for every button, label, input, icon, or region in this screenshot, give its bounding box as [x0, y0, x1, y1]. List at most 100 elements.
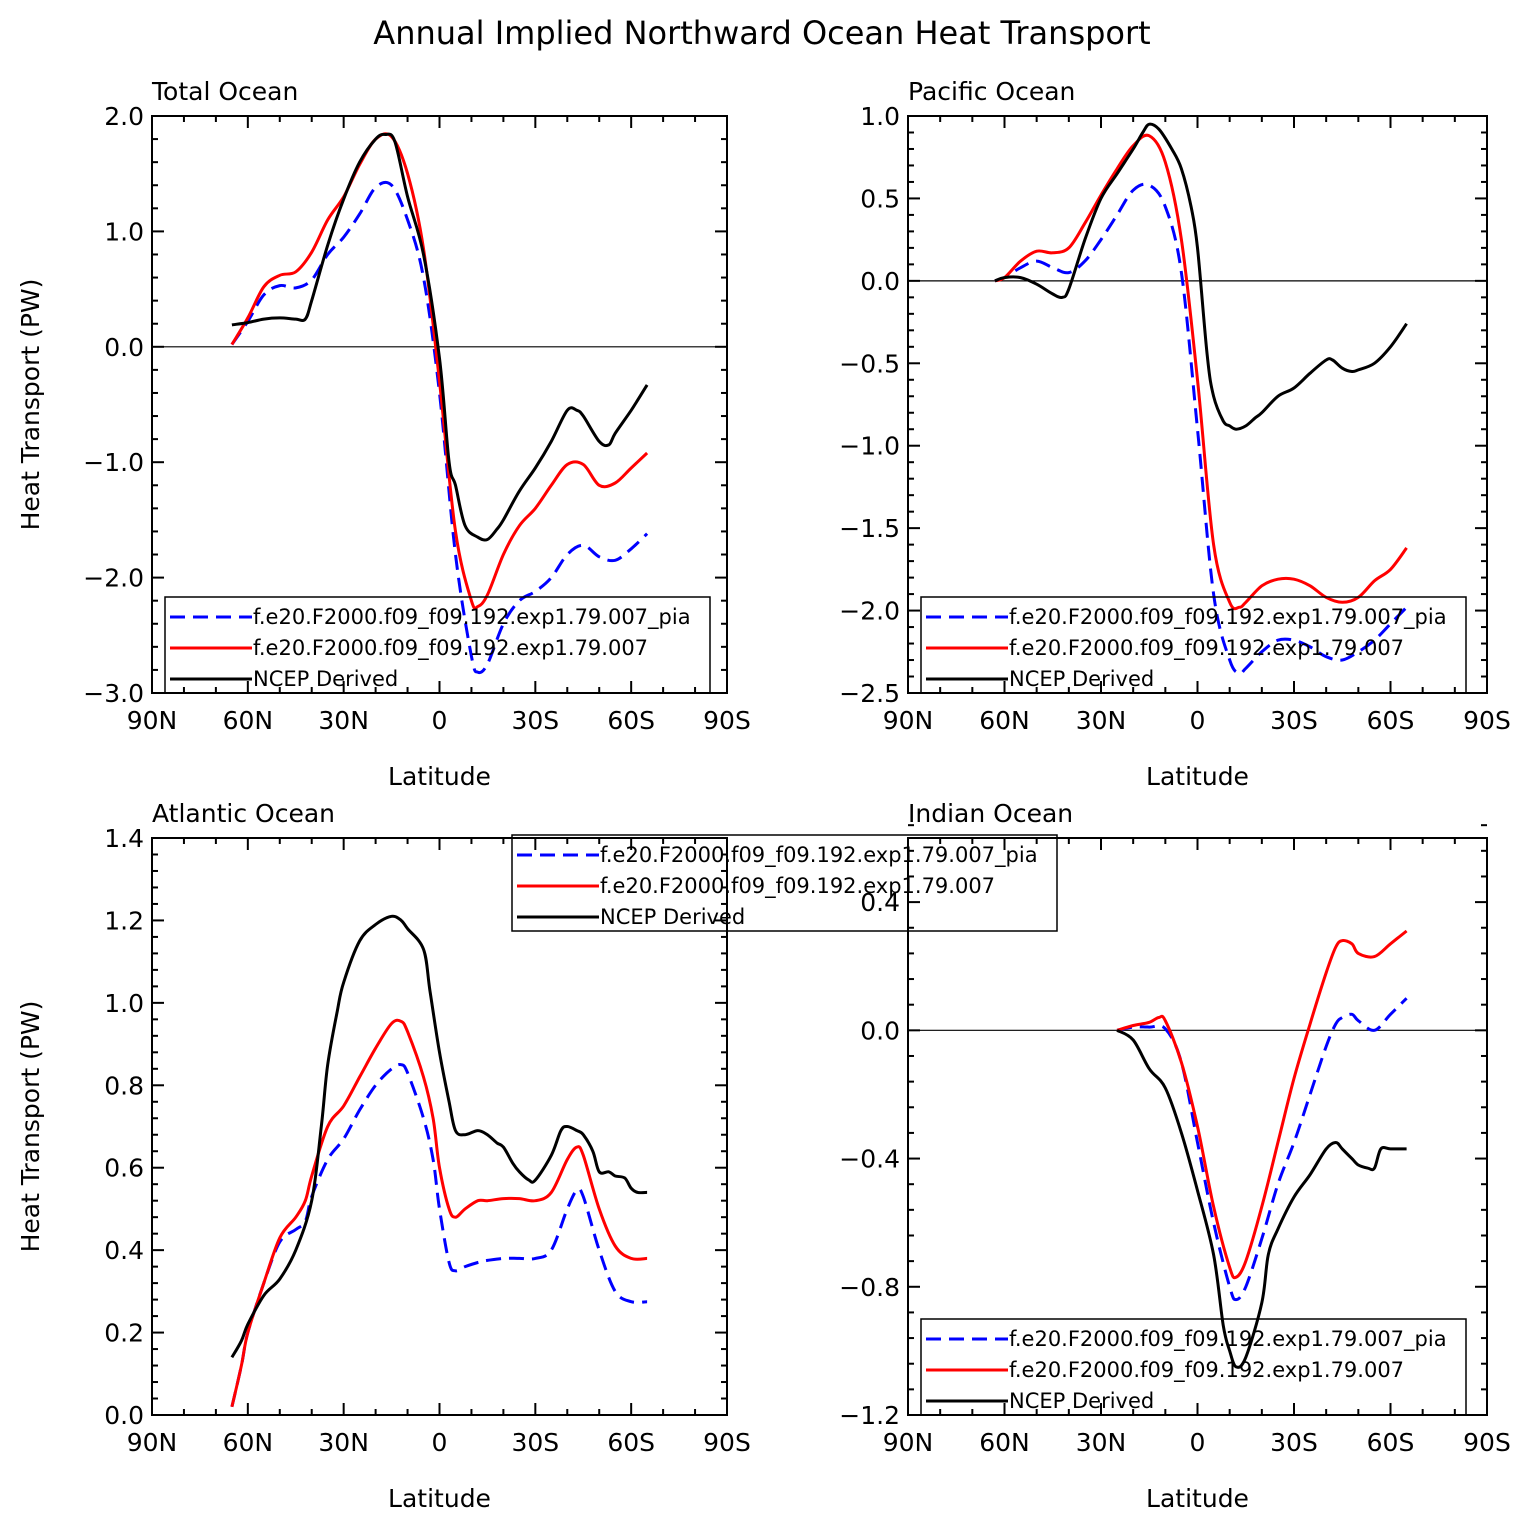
y-tick-label: 1.0: [104, 217, 144, 246]
legend-box: [511, 834, 1058, 932]
y-tick-label: 0.8: [104, 1071, 144, 1100]
x-tick-label: 30S: [1270, 1428, 1318, 1457]
y-tick-label: 1.2: [104, 906, 144, 935]
x-tick-label: 90S: [1463, 706, 1511, 735]
legend: f.e20.F2000.f09_f09.192.exp1.79.007_piaf…: [511, 834, 1058, 932]
x-tick-label: 60S: [607, 1428, 655, 1457]
legend-entry: f.e20.F2000.f09_f09.192.exp1.79.007: [1009, 636, 1404, 661]
x-tick-label: 60S: [1367, 1428, 1415, 1457]
x-tick-label: 0: [1190, 1428, 1206, 1457]
x-tick-label: 60N: [979, 706, 1030, 735]
legend-entry: f.e20.F2000.f09_f09.192.exp1.79.007: [253, 636, 648, 661]
x-tick-label: 90N: [127, 1428, 178, 1457]
x-tick-label: 60S: [607, 706, 655, 735]
x-tick-label: 90S: [1463, 1428, 1511, 1457]
legend-box: [920, 1318, 1467, 1416]
x-axis-label: Latitude: [1146, 1484, 1249, 1513]
x-tick-label: 60N: [223, 1428, 274, 1457]
x-tick-label: 30S: [511, 706, 559, 735]
y-tick-label: −1.0: [839, 432, 900, 461]
y-tick-label: 1.0: [860, 102, 900, 131]
series-line-3: [994, 122, 1408, 431]
series-line-2: [1116, 929, 1408, 1280]
panel-title: Atlantic Ocean: [152, 799, 335, 828]
y-axis-label: Heat Transport (PW): [16, 1001, 45, 1253]
y-tick-label: −1.5: [839, 514, 900, 543]
panel-title: Indian Ocean: [908, 799, 1073, 828]
x-axis-label: Latitude: [1146, 762, 1249, 791]
y-tick-label: 0.6: [104, 1154, 144, 1183]
figure-title: Annual Implied Northward Ocean Heat Tran…: [373, 14, 1150, 52]
series-line-1: [994, 182, 1408, 676]
series-line-1: [230, 180, 649, 675]
y-axis-label: Heat Transport (PW): [16, 279, 45, 531]
y-tick-label: 0.0: [104, 333, 144, 362]
y-tick-label: −2.0: [839, 597, 900, 626]
series-line-1: [1116, 997, 1408, 1302]
panel-2: Pacific Ocean 90N 60N 30N 0 30S 60S 90S −2.5 −2.0…: [839, 77, 1511, 791]
x-tick-label: 90S: [703, 1428, 751, 1457]
legend-entry: NCEP Derived: [600, 905, 745, 929]
legend: f.e20.F2000.f09_f09.192.exp1.79.007_piaf…: [920, 596, 1467, 694]
panel-title: Total Ocean: [151, 77, 298, 106]
x-tick-label: 30N: [1076, 1428, 1127, 1457]
series-line-2: [230, 132, 649, 611]
x-tick-label: 60S: [1367, 706, 1415, 735]
x-axis-label: Latitude: [388, 1484, 491, 1513]
legend-box: [164, 596, 711, 694]
legend-box: [920, 596, 1467, 694]
y-tick-label: 0.2: [104, 1319, 144, 1348]
panel-4: Indian Ocean 90N 60N 30N 0 30S 60S 90S −1.2 −0.8 −…: [839, 799, 1511, 1513]
y-tick-label: −0.5: [839, 349, 900, 378]
legend-entry: f.e20.F2000.f09_f09.192.exp1.79.007_pia: [1009, 1327, 1447, 1352]
x-tick-label: 0: [1190, 706, 1206, 735]
panel-1: Total Ocean 90N 60N 30N 0 30S 60S 90S −3.0 −2.0 −1…: [16, 77, 751, 791]
y-tick-label: 2.0: [104, 102, 144, 131]
x-tick-label: 60N: [979, 1428, 1030, 1457]
y-tick-label: −1.0: [83, 448, 144, 477]
y-tick-label: 0.4: [860, 888, 900, 917]
y-tick-label: 1.4: [104, 824, 144, 853]
x-tick-label: 0: [432, 1428, 448, 1457]
y-tick-label: 0.0: [860, 1016, 900, 1045]
series-line-3: [230, 914, 648, 1359]
series-line-3: [1116, 1028, 1407, 1369]
legend-entry: f.e20.F2000.f09_f09.192.exp1.79.007: [1009, 1358, 1404, 1383]
x-tick-label: 30S: [1270, 706, 1318, 735]
legend-entry: NCEP Derived: [1009, 1389, 1154, 1413]
y-tick-label: −0.8: [839, 1273, 900, 1302]
x-tick-label: 90N: [883, 706, 934, 735]
x-tick-label: 30N: [318, 1428, 369, 1457]
x-tick-label: 90S: [703, 706, 751, 735]
y-tick-label: −2.0: [83, 564, 144, 593]
series-line-3: [231, 132, 649, 542]
legend-entry: f.e20.F2000.f09_f09.192.exp1.79.007_pia: [1009, 605, 1447, 630]
y-tick-label: 0.0: [860, 267, 900, 296]
y-tick-label: 1.0: [104, 989, 144, 1018]
legend: f.e20.F2000.f09_f09.192.exp1.79.007_piaf…: [920, 1318, 1467, 1416]
series-line-2: [994, 133, 1408, 611]
y-tick-label: 0.0: [104, 1401, 144, 1430]
y-tick-label: 0.4: [104, 1236, 144, 1265]
x-tick-label: 0: [432, 706, 448, 735]
legend-entry: f.e20.F2000.f09_f09.192.exp1.79.007: [600, 874, 995, 899]
series-line-1: [230, 1063, 648, 1408]
y-tick-label: −2.5: [839, 679, 900, 708]
panel-3: Atlantic Ocean 90N 60N 30N 0 30S 60S 90S 0.0 0.2 0…: [16, 799, 1058, 1513]
x-tick-label: 90N: [127, 706, 178, 735]
plot-frame: [151, 837, 728, 1416]
y-tick-label: −0.4: [839, 1145, 900, 1174]
y-tick-label: 0.5: [860, 184, 900, 213]
x-tick-label: 30N: [318, 706, 369, 735]
y-tick-label: −1.2: [839, 1401, 900, 1430]
x-tick-label: 90N: [883, 1428, 934, 1457]
x-tick-label: 30S: [511, 1428, 559, 1457]
series-line-2: [230, 1018, 648, 1408]
x-axis-label: Latitude: [388, 762, 491, 791]
legend-entry: f.e20.F2000.f09_f09.192.exp1.79.007_pia: [253, 605, 691, 630]
x-tick-label: 30N: [1076, 706, 1127, 735]
legend-entry: f.e20.F2000.f09_f09.192.exp1.79.007_pia: [600, 843, 1038, 868]
panels: Total Ocean 90N 60N 30N 0 30S 60S 90S −3.0 −2.0 −1…: [16, 77, 1511, 1513]
legend-entry: NCEP Derived: [253, 667, 398, 691]
